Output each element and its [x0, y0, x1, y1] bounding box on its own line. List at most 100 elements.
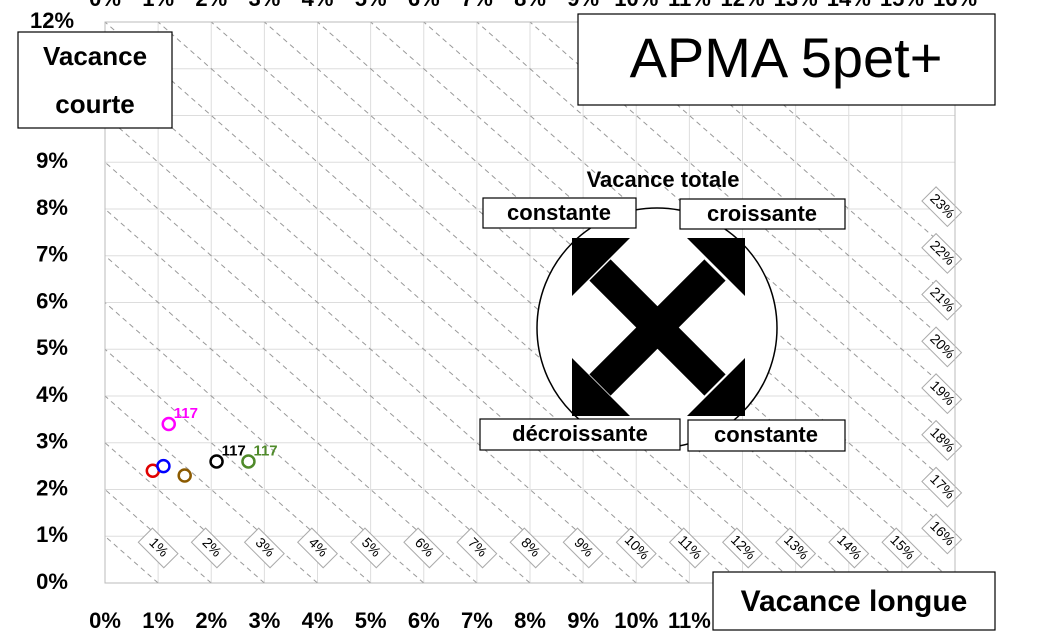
- x-tick-label: 8%: [514, 608, 546, 633]
- y-tick-label: 8%: [36, 195, 68, 220]
- iso-label: 7%: [456, 527, 498, 569]
- x-tick-label-top: 11%: [668, 0, 711, 11]
- iso-label: 5%: [350, 527, 392, 569]
- x-tick-label-top: 16%: [933, 0, 977, 11]
- iso-label: 3%: [243, 527, 285, 569]
- diagram-label: constante: [714, 422, 818, 447]
- diagram-label: constante: [507, 200, 611, 225]
- iso-label-box: [881, 527, 923, 569]
- x-tick-label: 6%: [408, 608, 440, 633]
- diagram-label: croissante: [707, 201, 817, 226]
- x-tick-label-top: 5%: [355, 0, 387, 11]
- point: [209, 454, 224, 469]
- iso-label: 10%: [615, 527, 657, 569]
- x-tick-label: 5%: [355, 608, 387, 633]
- iso-label: 18%: [921, 419, 963, 461]
- iso-label-box: [562, 527, 604, 569]
- x-label-box: [712, 571, 996, 631]
- iso-label-box: [350, 527, 392, 569]
- y-tick-label: 2%: [36, 475, 68, 500]
- iso-label-box: [921, 279, 963, 321]
- x-tick-label: 11%: [668, 608, 711, 633]
- iso-label: 21%: [921, 279, 963, 321]
- label-box: [687, 419, 846, 452]
- iso-label: 15%: [881, 527, 923, 569]
- iso-label: 19%: [921, 373, 963, 415]
- x-tick-label-top: 8%: [514, 0, 546, 11]
- iso-line: [105, 489, 212, 583]
- y-tick-label: 1%: [36, 522, 68, 547]
- iso-label-box: [921, 419, 963, 461]
- x-tick-label-top: 3%: [248, 0, 280, 11]
- iso-label-box: [721, 527, 764, 569]
- iso-label-box: [921, 466, 963, 508]
- point: [241, 454, 256, 469]
- iso-label-box: [190, 527, 232, 569]
- x-tick-label-top: 15%: [880, 0, 924, 11]
- label-box: [479, 418, 681, 451]
- x-tick-label-top: 14%: [827, 0, 871, 11]
- diagram-cross: [589, 259, 726, 396]
- x-tick-label: 1%: [142, 608, 174, 633]
- x-tick-label-top: 4%: [302, 0, 334, 11]
- point: [161, 416, 176, 432]
- x-tick-label: 4%: [302, 608, 334, 633]
- y-axis-label: courte: [55, 89, 134, 119]
- x-tick-label-top: 1%: [142, 0, 174, 11]
- iso-label-box: [456, 527, 498, 569]
- title-box: [577, 13, 996, 106]
- x-tick-label-top: 13%: [774, 0, 818, 11]
- iso-label-box: [509, 527, 551, 569]
- x-tick-label-top: 6%: [408, 0, 440, 11]
- y-tick-label: 7%: [36, 242, 68, 267]
- iso-label: 23%: [921, 186, 963, 228]
- iso-line: [105, 535, 159, 583]
- point: [156, 458, 171, 474]
- iso-label: 9%: [562, 527, 604, 569]
- x-tick-label-top: 0%: [89, 0, 121, 11]
- iso-line: [210, 22, 850, 583]
- y-tick-label: 12%: [30, 8, 74, 33]
- y-tick-label: 0%: [36, 569, 68, 594]
- iso-label-box: [921, 232, 963, 274]
- iso-line: [105, 208, 531, 583]
- y-tick-label: 3%: [36, 429, 68, 454]
- iso-label: 22%: [921, 232, 963, 274]
- iso-label-box: [921, 326, 963, 368]
- iso-label-box: [921, 186, 963, 228]
- point-label: 117: [174, 405, 198, 422]
- y-tick-label: 9%: [36, 148, 68, 173]
- iso-line: [105, 302, 425, 583]
- x-tick-label-top: 7%: [461, 0, 493, 11]
- iso-line: [105, 161, 584, 583]
- iso-label-box: [403, 527, 445, 569]
- arrow-head: [572, 358, 630, 416]
- iso-line: [105, 22, 743, 583]
- iso-label: 4%: [296, 527, 339, 569]
- iso-line: [369, 22, 955, 537]
- point-label: 117: [253, 442, 277, 459]
- label-box: [482, 197, 637, 229]
- iso-label: 1%: [137, 527, 179, 569]
- iso-line: [157, 22, 796, 583]
- iso-label-box: [243, 527, 285, 569]
- iso-label-box: [921, 373, 963, 415]
- arrow-head: [687, 238, 745, 296]
- iso-label: 13%: [775, 527, 817, 569]
- x-tick-label: 0%: [89, 608, 121, 633]
- x-tick-label-top: 10%: [614, 0, 658, 11]
- y-label-box: [17, 31, 173, 129]
- chart-title: APMA 5pet+: [630, 26, 943, 89]
- arrow-head: [687, 358, 745, 416]
- diagram-title: Vacance totale: [587, 167, 740, 192]
- x-tick-label-top: 12%: [720, 0, 764, 11]
- iso-label-box: [668, 527, 710, 569]
- x-axis-label: Vacance longue: [741, 585, 968, 618]
- y-axis-label: Vacance: [43, 41, 147, 71]
- y-tick-label: 4%: [36, 382, 68, 407]
- total-vacancy-diagram: Vacance totale constante croissante décr…: [479, 167, 846, 452]
- arrow-head: [572, 238, 630, 296]
- iso-line: [105, 255, 478, 583]
- iso-label: 8%: [509, 527, 551, 569]
